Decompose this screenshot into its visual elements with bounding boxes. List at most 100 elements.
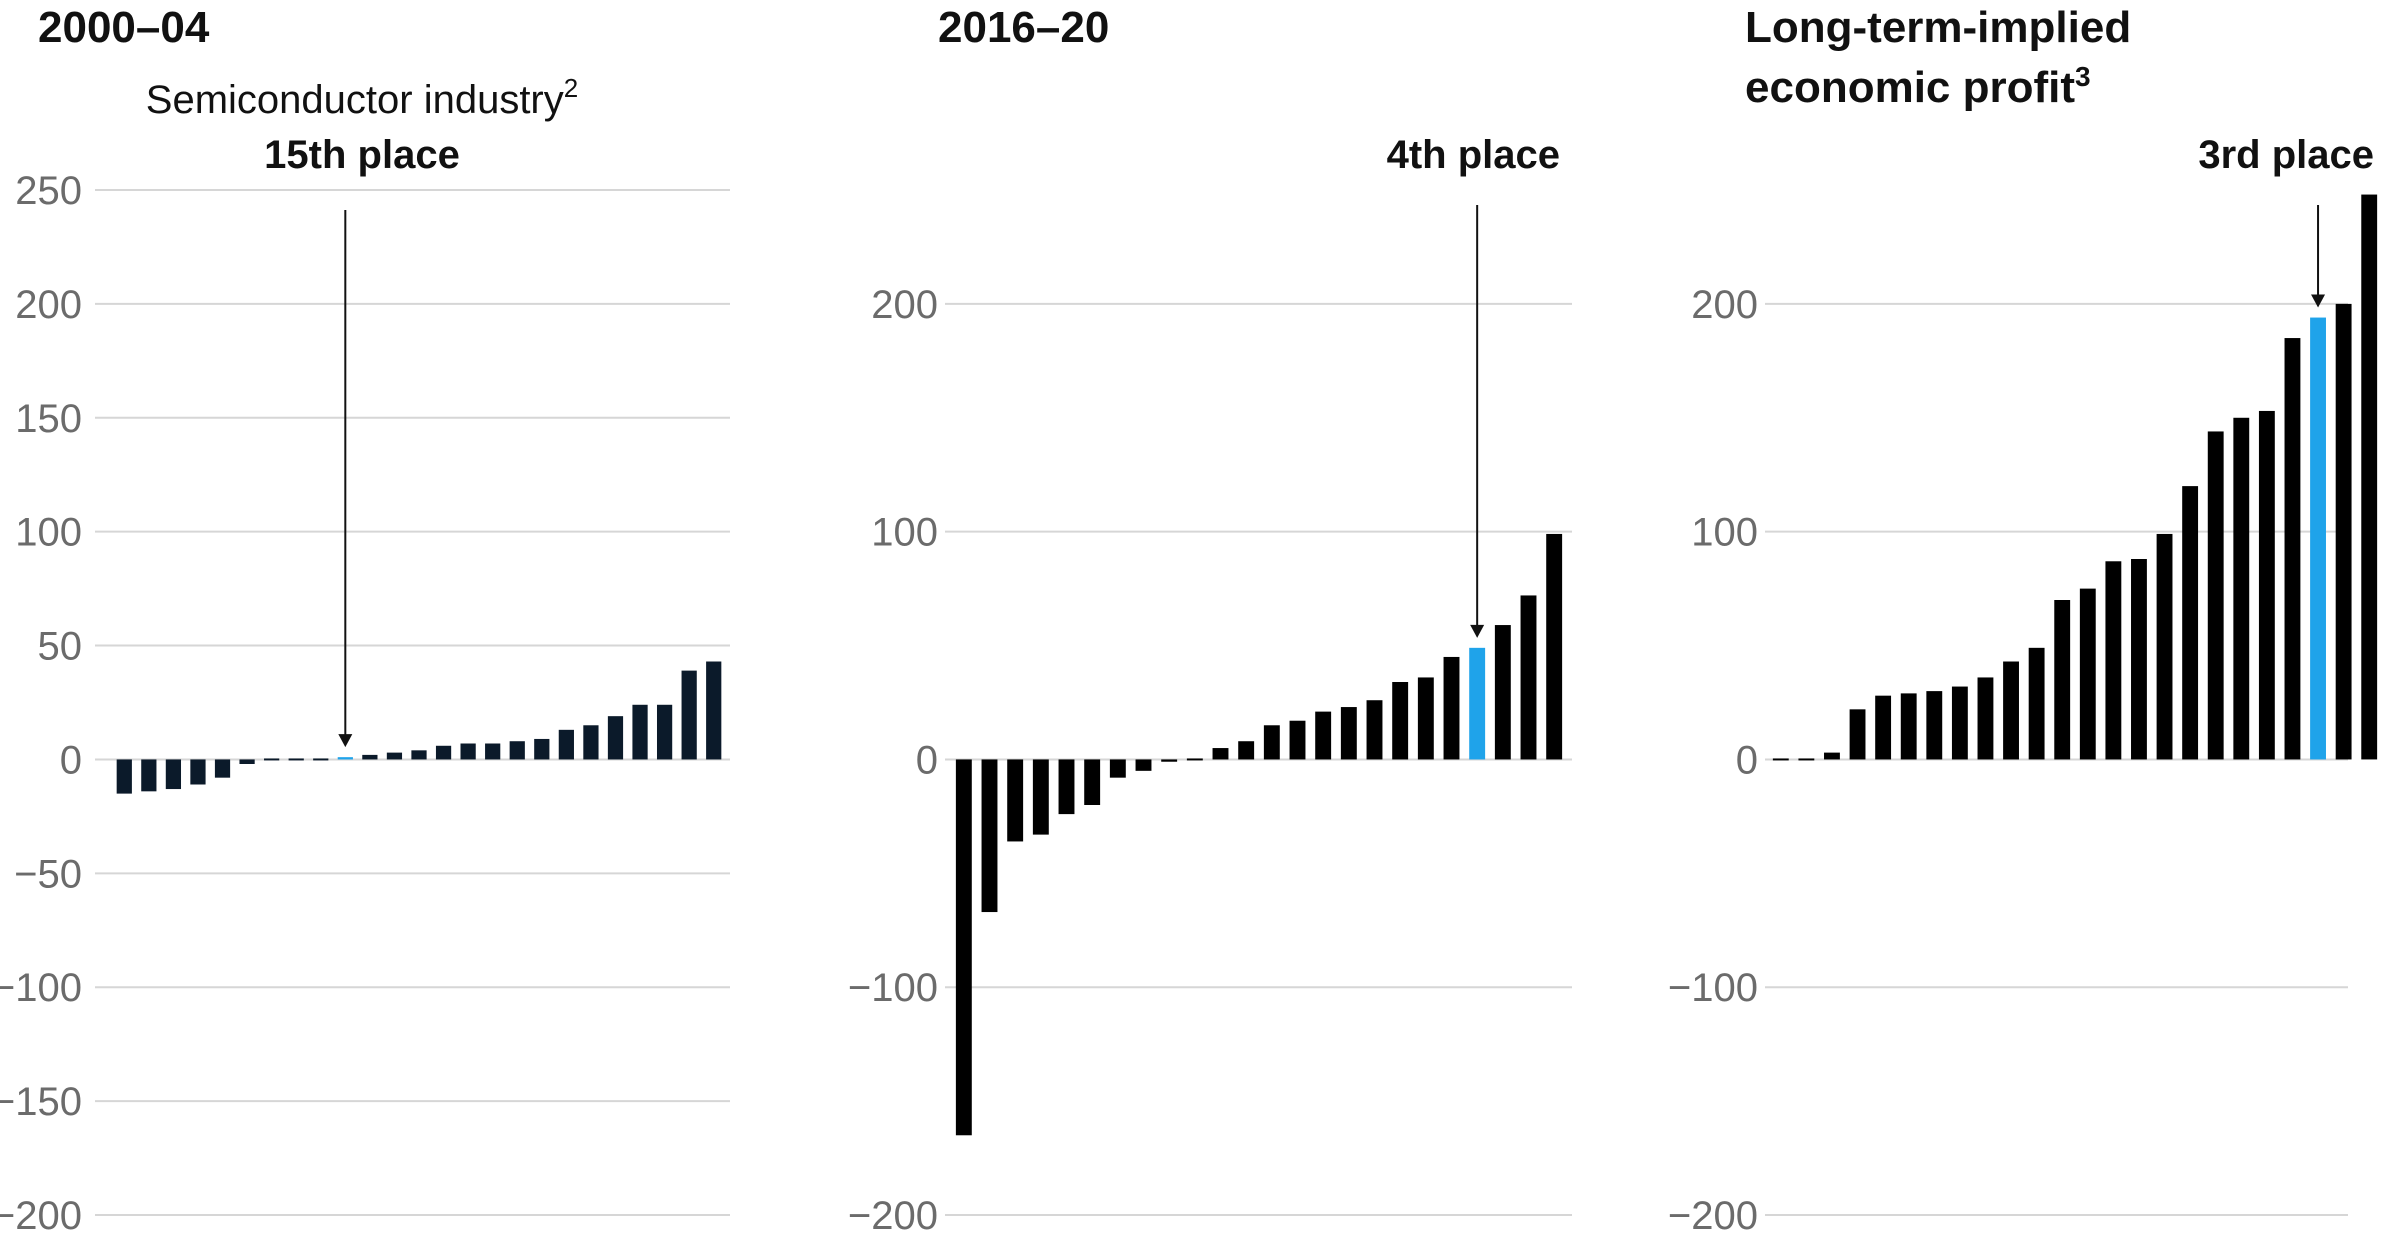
panel-3-bar [1951,686,1968,760]
panel-1-y-tick-label: 200 [15,283,82,327]
panel-2-y-tick-label: 100 [871,511,938,555]
panel-2-bar [1161,759,1178,762]
panel-3-y-tick-label: 0 [1736,738,1758,782]
panel-3-bar [1772,758,1789,761]
panel-2-bar [1494,625,1511,760]
panel-1-bar [485,743,501,760]
panel-3-bar [2284,338,2301,760]
panel-1-y-tick-label: 50 [38,625,83,669]
panel-2-annotation: 4th place [1387,133,1560,177]
panel-2-bar [1032,759,1049,835]
panel-3-bar [2131,559,2147,760]
panel-1-bar [239,759,255,764]
panel-2-y-tick-label: −200 [848,1194,938,1238]
panel-1-bar [116,759,132,794]
panel-1-y-tick-label: 250 [15,169,82,213]
panel-3-bar [2361,194,2378,760]
panel-1-bar [190,759,206,785]
panel-3-annotation: 3rd place [2198,133,2374,177]
panel-1-bar [534,738,550,760]
panel-3-bar [1900,693,1917,760]
panel-1-bar [214,759,231,778]
panel-1-bar [165,759,182,790]
panel-1-bar [583,725,599,760]
panel-2-bar [1315,711,1332,760]
panel-3-bar [2079,588,2096,760]
panel-1-bar [460,743,476,760]
panel-3-bar [1798,758,1815,761]
panel-3-bar [2233,417,2250,760]
panel-1-title: 2000–04 [38,3,210,52]
panel-3-y-tick-label: −100 [1668,966,1758,1010]
panel-2-y-tick-label: −100 [848,966,938,1010]
panel-1-subtitle-sup: 2 [564,73,578,103]
panel-2-bar [1058,759,1075,815]
panel-2-bar [1109,759,1126,778]
panel-1-y-tick-label: 0 [60,738,82,782]
panel-1-bar [386,752,403,760]
panel-1-bar [509,741,525,760]
panel-1-subtitle: Semiconductor industry2 [146,73,578,122]
panel-3-bar [2335,303,2352,760]
panel-3-bar [1849,709,1866,760]
panel-1-subtitle-text: Semiconductor industry [146,78,564,122]
panel-1-bar [411,750,427,760]
panel-1-bar [706,661,722,760]
panel-3-title: Long-term-implied [1745,3,2131,52]
panel-3-y-tick-label: 100 [1691,511,1758,555]
panel-2-bar [1340,707,1357,760]
panel-2-title: 2016–20 [938,3,1109,52]
panel-2-y-tick-label: 0 [916,738,938,782]
panel-2-bar [1186,758,1203,761]
panel-2-y-tick-label: 200 [871,283,938,327]
panel-3-bar [1977,677,1994,760]
panel-3-bar [1926,691,1943,760]
panel-2-bar [1084,759,1101,805]
panel-1-annotation: 15th place [264,133,460,177]
panel-3-annotation-arrowhead [2311,294,2326,308]
panel-1-bar [656,704,673,760]
panel-1-y-tick-label: −150 [0,1080,82,1124]
panel-1-bar [632,704,648,760]
panel-3-bar [2028,647,2045,760]
panel-1-y-tick-label: −100 [0,966,82,1010]
panel-1-bar [681,670,697,760]
panel-2-bar [1366,700,1383,760]
panel-1-bar [313,758,329,761]
panel-1-y-tick-label: 100 [15,511,82,555]
panel-3-bar [2156,533,2173,760]
panel-3-bar-highlight [2310,317,2326,760]
panel-2-bar [1417,677,1434,760]
panel-2-bar [955,759,972,1136]
panel-1-annotation-arrowhead [338,734,353,748]
panel-2-bar [1007,759,1024,842]
panel-3-bar [2207,431,2224,760]
panel-2-bar [1392,682,1409,760]
panel-3-bar [2258,410,2275,760]
panel-1: 250 200 150 100 50 0 −50 −100 −150 −200 [0,169,730,1238]
panel-1-bar [435,745,452,760]
panel-3-bar [1824,752,1840,760]
panels-layer: 250 200 150 100 50 0 −50 −100 −150 −200 200 100 0 −10… [0,169,2378,1238]
panel-3-bar [1875,695,1892,760]
panel-1-y-tick-label: 150 [15,397,82,441]
panel-1-bar-highlight [337,757,353,760]
panel-1-bar [141,759,157,792]
panel-3-title-line2: economic profit3 [1745,61,2091,112]
panel-2-bar [1546,533,1563,760]
panel-1-y-tick-label: −50 [14,852,82,896]
panel-3-bar [2003,661,2019,760]
panel-1-bar [558,729,574,760]
panel-2-bar [1212,748,1229,760]
panel-2-bar [1443,656,1460,760]
panel-1-bar [607,716,624,760]
panel-3-bar [2105,561,2122,760]
panel-1-bar [288,758,304,761]
panel-3-bar [2054,600,2071,760]
panel-2-bar [981,759,998,913]
panel-3-title-line2-text: economic profit [1745,63,2075,112]
panel-3-y-tick-label: 200 [1691,283,1758,327]
panel-2: 200 100 0 −100 −200 [848,205,1572,1238]
